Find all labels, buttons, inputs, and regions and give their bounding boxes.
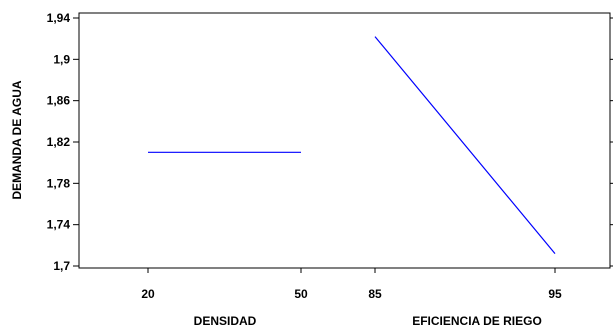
y-tick-label: 1,7 <box>53 259 70 273</box>
y-tick-label: 1,86 <box>47 94 71 108</box>
y-axis: 1,7 1,74 1,78 1,82 1,86 1,9 1,94 <box>47 11 79 273</box>
series-group <box>148 36 556 254</box>
y-axis-label: DEMANDA DE AGUA <box>10 80 24 199</box>
y-tick-label: 1,94 <box>47 11 71 25</box>
x-tick-label: 20 <box>141 287 155 301</box>
y-tick-label: 1,74 <box>47 218 71 232</box>
y-tick-label: 1,82 <box>47 135 71 149</box>
x-axis-label-densidad: DENSIDAD <box>194 314 257 328</box>
plot-frame <box>78 12 611 269</box>
x-axis-label-eficiencia: EFICIENCIA DE RIEGO <box>412 314 542 328</box>
x-tick-label: 85 <box>368 287 382 301</box>
y-tick-label: 1,78 <box>47 176 71 190</box>
series-line-eficiencia <box>374 36 556 254</box>
y-tick-label: 1,9 <box>53 52 70 66</box>
x-axis: 20 50 85 95 <box>141 268 562 301</box>
x-tick-label: 50 <box>294 287 308 301</box>
x-tick-label: 95 <box>548 287 562 301</box>
